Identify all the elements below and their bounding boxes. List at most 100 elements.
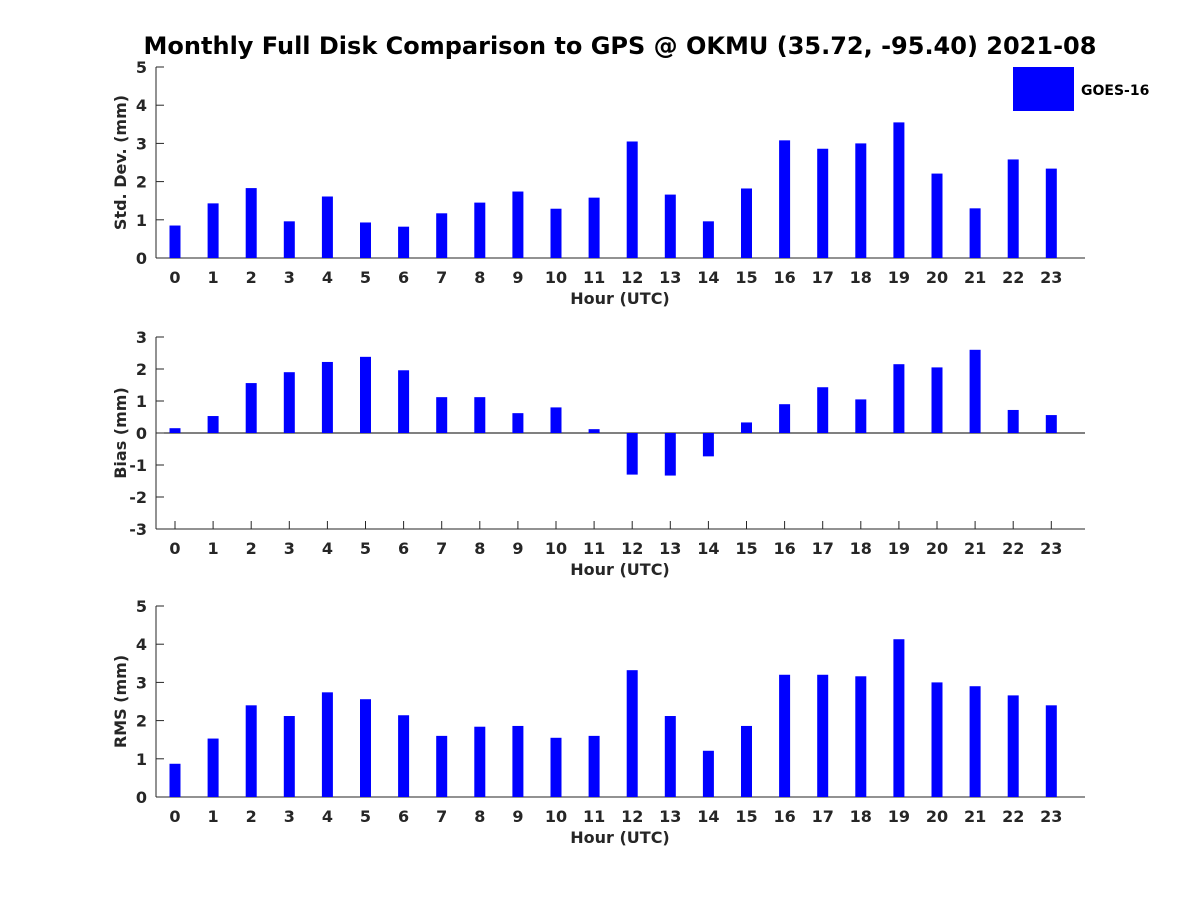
- y-tick-label: -2: [129, 488, 147, 507]
- bar: [245, 705, 257, 797]
- x-tick-label: 6: [398, 539, 409, 558]
- x-tick-label: 4: [322, 268, 333, 287]
- bar: [436, 735, 448, 797]
- bar: [360, 356, 371, 433]
- bar: [169, 428, 181, 433]
- bar: [702, 750, 714, 797]
- legend-label: GOES-16: [1081, 83, 1149, 99]
- bar: [626, 670, 638, 797]
- x-tick-label: 23: [1040, 539, 1062, 558]
- bar: [855, 399, 867, 433]
- x-tick-label: 4: [322, 539, 333, 558]
- x-tick-label: 14: [697, 539, 719, 558]
- bar: [245, 188, 257, 258]
- x-tick-label: 18: [850, 807, 872, 826]
- x-tick-label: 0: [169, 807, 180, 826]
- x-tick-label: 1: [208, 539, 219, 558]
- bar: [1045, 168, 1057, 258]
- x-tick-label: 6: [398, 807, 409, 826]
- y-tick-label: 3: [136, 134, 147, 153]
- bar: [245, 383, 257, 433]
- x-tick-label: 17: [812, 268, 834, 287]
- x-tick-label: 2: [246, 268, 257, 287]
- bar: [436, 397, 448, 433]
- y-tick-label: 1: [136, 392, 147, 411]
- x-tick-label: 13: [659, 268, 681, 287]
- x-tick-label: 16: [773, 268, 795, 287]
- bar: [931, 367, 943, 433]
- x-tick-label: 2: [246, 539, 257, 558]
- bar: [169, 763, 181, 797]
- bar: [1045, 415, 1057, 433]
- bar: [893, 364, 905, 433]
- x-tick-label: 1: [208, 268, 219, 287]
- bar: [512, 725, 524, 797]
- bar: [1007, 409, 1019, 433]
- y-tick-label: -1: [129, 456, 147, 475]
- y-tick-label: 2: [136, 173, 147, 192]
- bar: [817, 148, 829, 258]
- bar: [512, 413, 524, 433]
- legend-swatch: [1013, 67, 1074, 111]
- x-tick-label: 21: [964, 807, 986, 826]
- bar: [588, 197, 600, 258]
- x-tick-label: 23: [1040, 268, 1062, 287]
- y-tick-label: 0: [136, 424, 147, 443]
- bar: [169, 225, 181, 258]
- bar: [702, 221, 714, 258]
- x-tick-label: 9: [512, 807, 523, 826]
- x-tick-label: 20: [926, 539, 948, 558]
- bar: [855, 676, 867, 797]
- y-tick-label: 5: [136, 58, 147, 77]
- bar: [893, 122, 905, 258]
- x-tick-label: 13: [659, 807, 681, 826]
- bar: [474, 397, 486, 433]
- x-tick-label: 12: [621, 268, 643, 287]
- x-tick-label: 15: [735, 539, 757, 558]
- y-tick-label: 3: [136, 328, 147, 347]
- x-tick-label: 16: [773, 539, 795, 558]
- x-tick-label: 4: [322, 807, 333, 826]
- bar: [779, 140, 791, 258]
- x-tick-label: 3: [284, 807, 295, 826]
- bar: [360, 222, 371, 258]
- x-tick-label: 11: [583, 539, 605, 558]
- bar: [969, 349, 981, 433]
- bar: [969, 208, 981, 258]
- x-tick-label: 18: [850, 539, 872, 558]
- x-tick-label: 8: [474, 268, 485, 287]
- y-tick-label: 1: [136, 211, 147, 230]
- x-tick-label: 19: [888, 268, 910, 287]
- x-tick-label: 22: [1002, 807, 1024, 826]
- bar: [360, 699, 371, 797]
- y-axis-label: Bias (mm): [111, 387, 130, 479]
- bar: [626, 433, 638, 475]
- x-tick-label: 9: [512, 268, 523, 287]
- bar: [283, 221, 295, 258]
- y-tick-label: 5: [136, 597, 147, 616]
- bar: [893, 639, 905, 797]
- bar: [779, 404, 791, 433]
- y-tick-label: 0: [136, 788, 147, 807]
- y-tick-label: 2: [136, 360, 147, 379]
- bar: [436, 213, 448, 258]
- bar: [283, 716, 295, 797]
- bar: [550, 737, 562, 797]
- x-tick-label: 18: [850, 268, 872, 287]
- bar: [626, 141, 638, 258]
- x-tick-label: 21: [964, 268, 986, 287]
- x-tick-label: 9: [512, 539, 523, 558]
- bar: [512, 191, 524, 258]
- bar: [702, 433, 714, 457]
- x-tick-label: 3: [284, 539, 295, 558]
- y-tick-label: -3: [129, 520, 147, 539]
- x-tick-label: 19: [888, 539, 910, 558]
- bar: [588, 735, 600, 797]
- x-axis-label: Hour (UTC): [570, 828, 670, 847]
- x-tick-label: 5: [360, 539, 371, 558]
- x-tick-label: 22: [1002, 539, 1024, 558]
